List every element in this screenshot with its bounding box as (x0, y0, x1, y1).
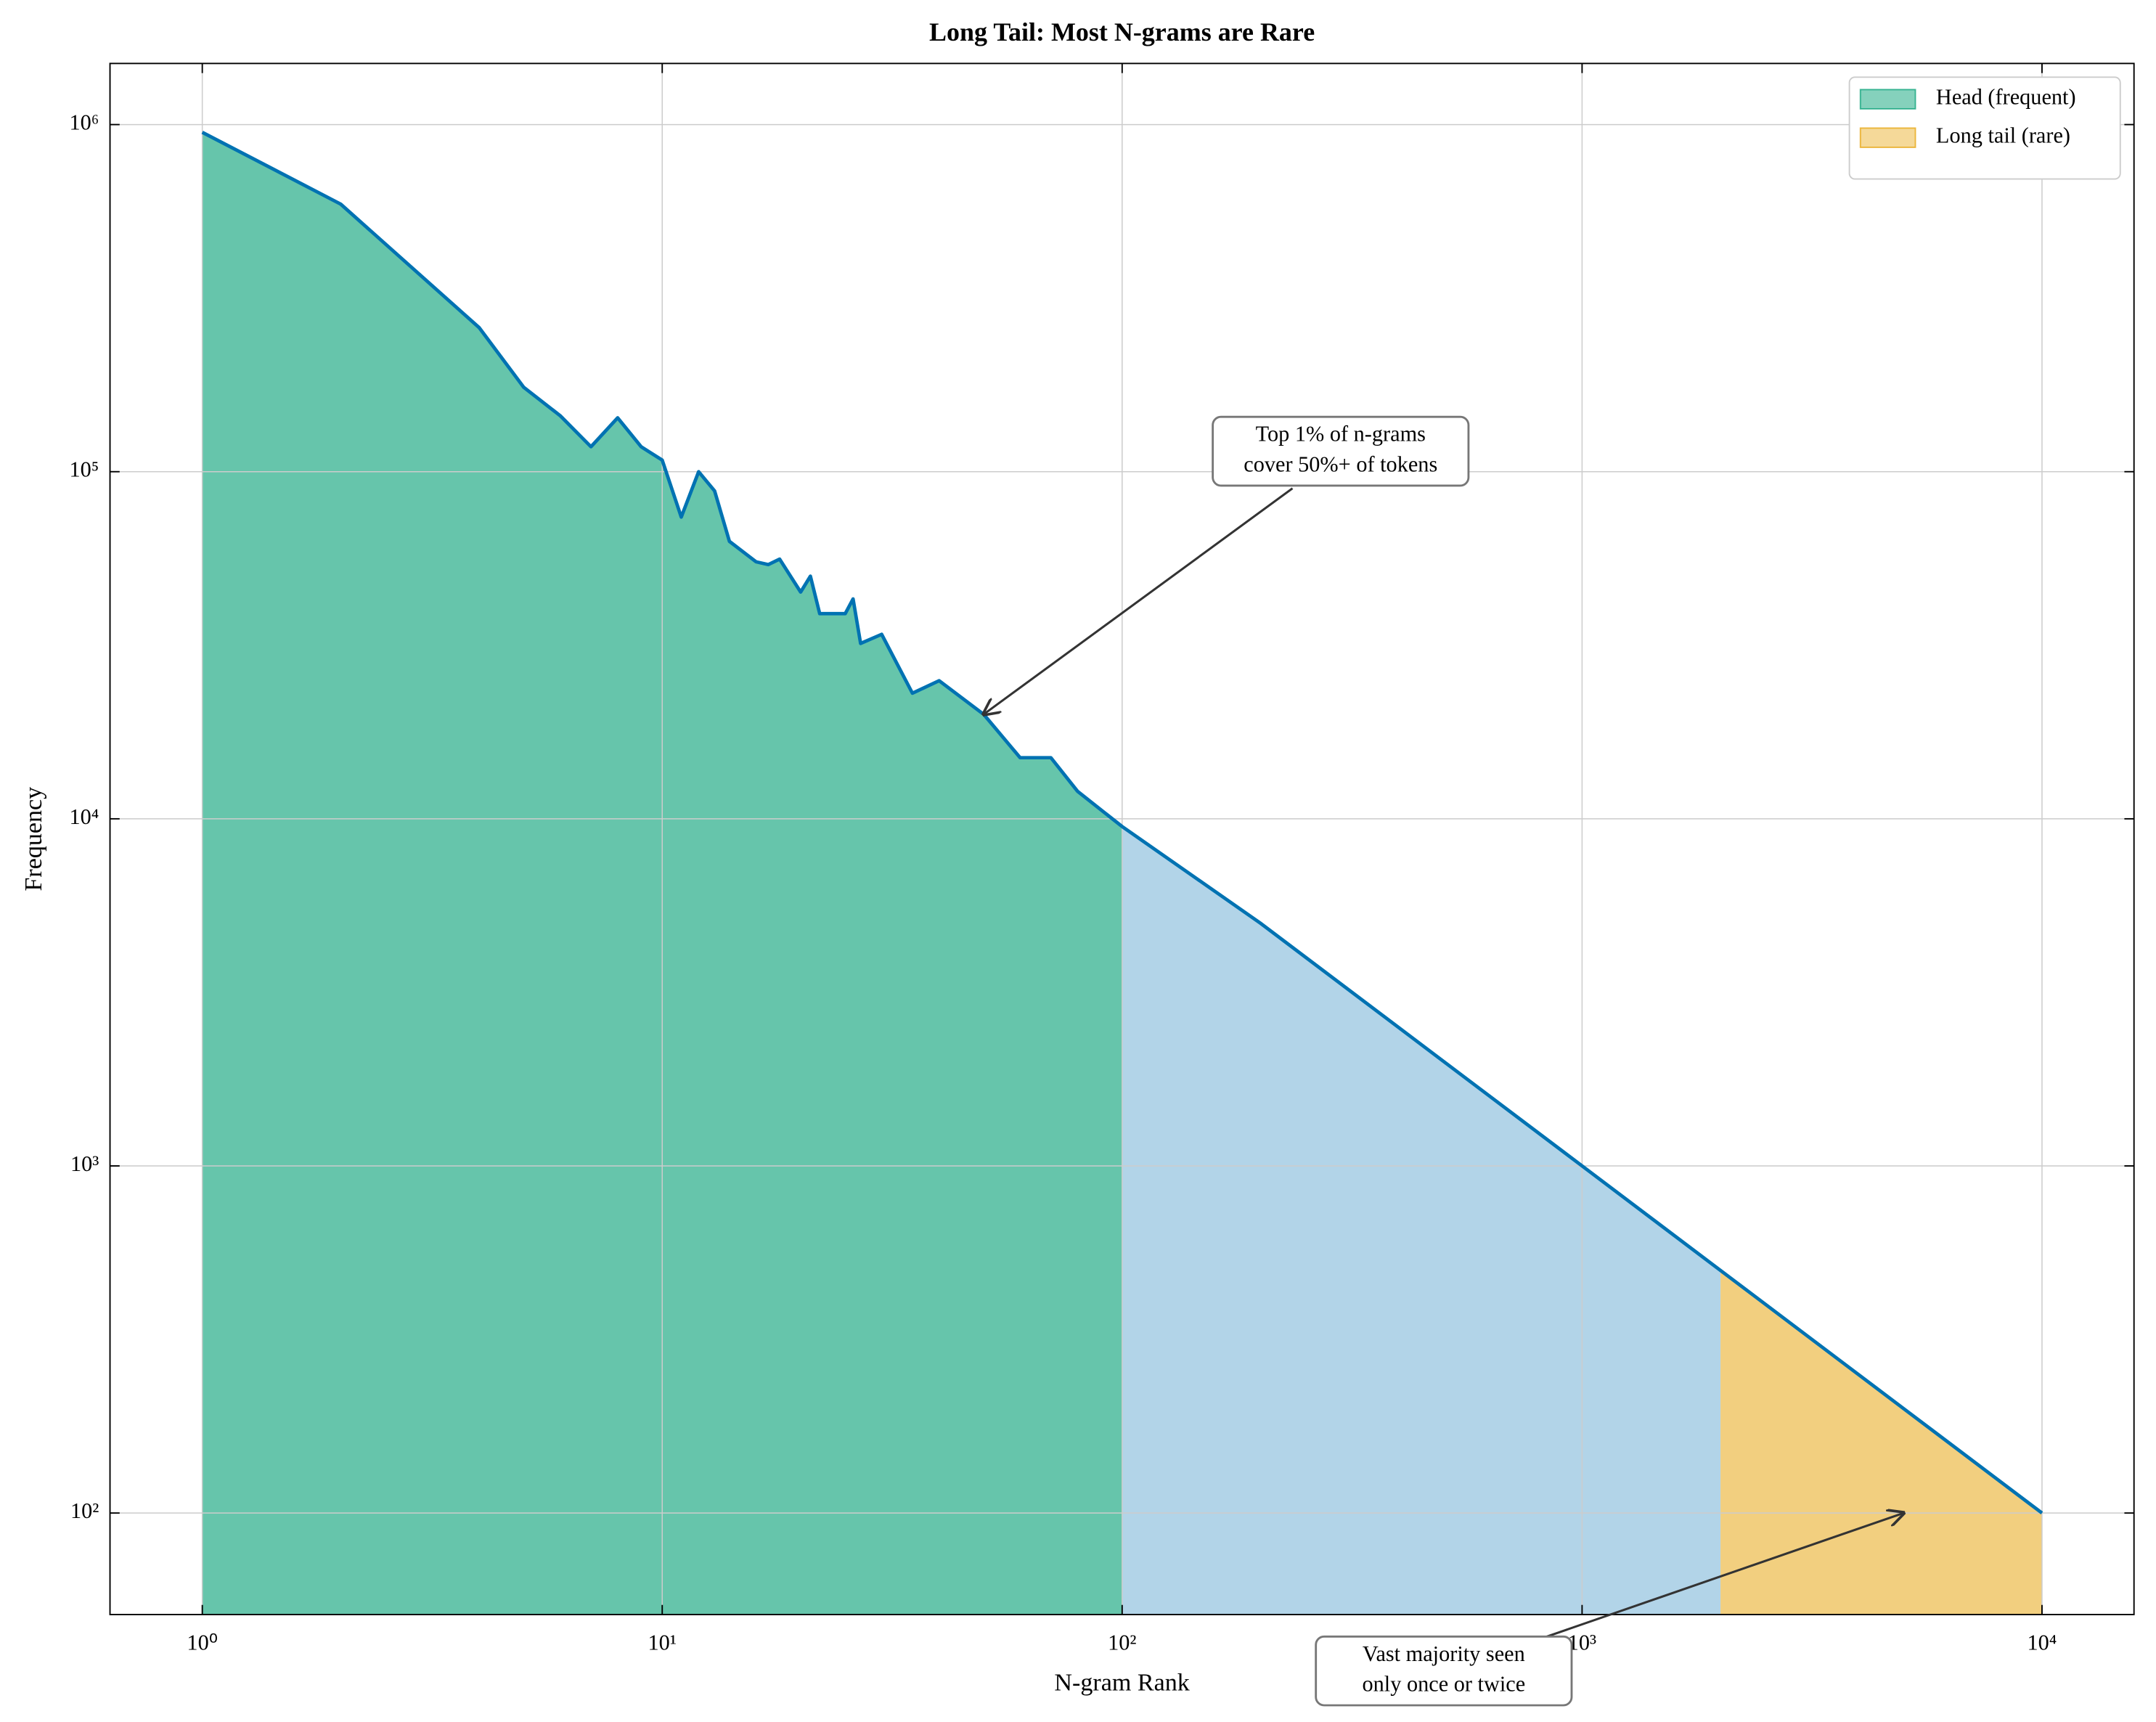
legend-swatch (1859, 127, 1916, 148)
annotation-text: Top 1% of n-grams (1256, 422, 1426, 446)
annotation: Top 1% of n-grams cover 50%+ of tokens (984, 415, 1470, 714)
x-tick-label: 10⁰ (187, 1631, 217, 1655)
annotation-text: only once or twice (1363, 1671, 1526, 1696)
y-tick-label: 10³ (70, 1151, 99, 1176)
x-tick-label: 10¹ (648, 1631, 677, 1655)
fill-area (1122, 826, 1721, 1615)
plot-frame (109, 62, 2135, 1615)
x-axis-label: N-gram Rank (1054, 1669, 1190, 1696)
legend-label: Long tail (rare) (1936, 123, 2070, 148)
x-tick-label: 10² (1108, 1631, 1136, 1655)
y-axis-label: Frequency (20, 787, 47, 891)
chart-title: Long Tail: Most N-grams are Rare (929, 17, 1315, 46)
y-tick-label: 10⁵ (70, 457, 99, 482)
annotation-box (1212, 415, 1470, 487)
fill-area (1720, 1270, 2042, 1615)
annotation-arrow (1546, 1513, 1903, 1638)
legend: Head (frequent) Long tail (rare) (1848, 76, 2121, 180)
annotation-text: Vast majority seen (1363, 1641, 1525, 1666)
legend-label: Head (frequent) (1936, 85, 2076, 110)
annotation-arrow (984, 487, 1294, 714)
data-line (201, 131, 2043, 1515)
annotation-box (1315, 1635, 1573, 1707)
legend-box (1848, 76, 2121, 180)
x-tick-label: 10⁴ (2028, 1631, 2057, 1655)
y-tick-label: 10⁴ (70, 804, 99, 829)
y-tick-label: 10⁶ (70, 110, 99, 135)
y-tick-label: 10² (70, 1498, 99, 1523)
legend-swatch (1859, 89, 1916, 110)
annotation-text: cover 50%+ of tokens (1244, 452, 1437, 476)
annotation: Vast majority seen only once or twice (1315, 1513, 1904, 1707)
